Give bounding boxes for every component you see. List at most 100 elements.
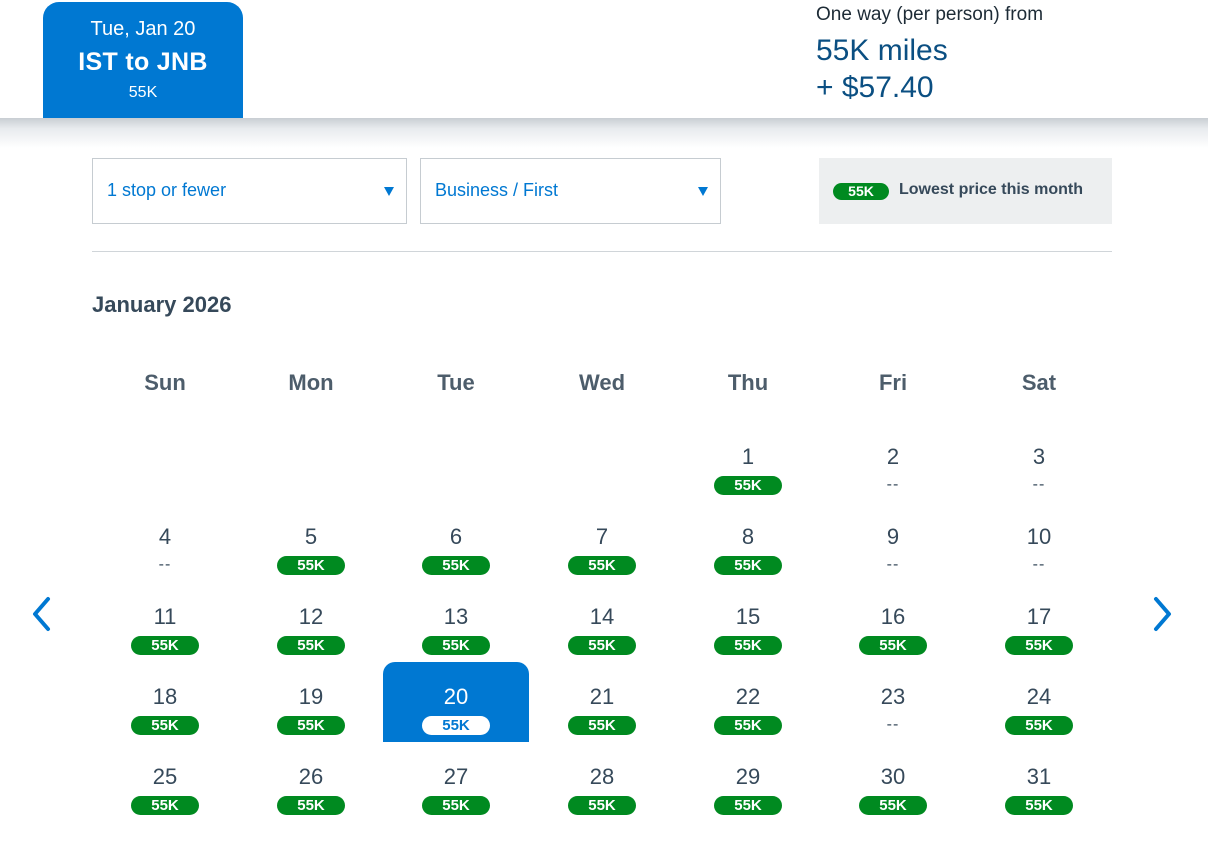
calendar-day-number: 12	[298, 604, 324, 629]
price-pill: 55K	[714, 636, 782, 655]
calendar-day[interactable]: 2 --	[820, 422, 966, 502]
calendar-day[interactable]: 22 55K	[675, 662, 821, 742]
calendar-day[interactable]: 18 55K	[92, 662, 238, 742]
calendar-day-number: 29	[735, 764, 761, 789]
calendar-day[interactable]: 26 55K	[238, 742, 384, 822]
calendar-day-number: 31	[1026, 764, 1052, 789]
calendar-day[interactable]: 31 55K	[966, 742, 1112, 822]
header-shadow	[0, 118, 1208, 148]
calendar-day-price-slot: --	[820, 476, 966, 494]
price-pill: 55K	[277, 556, 345, 575]
legend-text: Lowest price this month	[899, 181, 1084, 198]
calendar-day[interactable]: 7 55K	[529, 502, 675, 582]
calendar-day[interactable]: 5 55K	[238, 502, 384, 582]
calendar-day[interactable]: 16 55K	[820, 582, 966, 662]
calendar-day-number: 14	[589, 604, 615, 629]
calendar-day[interactable]: 28 55K	[529, 742, 675, 822]
calendar-day-price-slot: 55K	[966, 716, 1112, 735]
fare-summary: One way (per person) from 55K miles + $5…	[816, 4, 1196, 108]
selected-date-tab-route: IST to JNB	[78, 48, 208, 76]
calendar-day-price-slot: 55K	[383, 556, 529, 575]
calendar-day[interactable]: 19 55K	[238, 662, 384, 742]
calendar-day-price-slot: 55K	[238, 636, 384, 655]
calendar-day[interactable]: 1 55K	[675, 422, 821, 502]
calendar-day[interactable]: 12 55K	[238, 582, 384, 662]
selected-date-tab-price: 55K	[128, 84, 158, 101]
fare-summary-miles: 55K miles	[816, 34, 948, 67]
price-pill: 55K	[714, 556, 782, 575]
calendar-day-number: 26	[298, 764, 324, 789]
cabin-filter-select[interactable]: Business / First	[420, 158, 721, 224]
calendar-day[interactable]: 24 55K	[966, 662, 1112, 742]
calendar-day-price-slot: 55K	[529, 716, 675, 735]
legend-price-pill: 55K	[833, 183, 889, 200]
calendar-day-price-slot: 55K	[529, 636, 675, 655]
weekday-header: Wed	[578, 370, 626, 395]
calendar-day-price-slot: 55K	[966, 796, 1112, 815]
calendar-day-number: 1	[741, 444, 755, 469]
fare-summary-cash: + $57.40	[816, 71, 934, 104]
calendar-day[interactable]: 25 55K	[92, 742, 238, 822]
calendar-day[interactable]: 11 55K	[92, 582, 238, 662]
no-price-indicator: --	[1032, 556, 1046, 573]
calendar-day-price-slot: 55K	[675, 796, 821, 815]
calendar-day-number: 25	[152, 764, 178, 789]
calendar-day-price-slot: 55K	[383, 796, 529, 815]
calendar-day-number: 3	[1032, 444, 1046, 469]
calendar-day[interactable]: 8 55K	[675, 502, 821, 582]
calendar-day-number: 21	[589, 684, 615, 709]
calendar-day[interactable]: 20 55K	[383, 662, 529, 742]
calendar-day-number: 30	[880, 764, 906, 789]
caret-down-icon	[384, 187, 394, 196]
calendar-day[interactable]: 27 55K	[383, 742, 529, 822]
weekday-header: Thu	[727, 370, 769, 395]
calendar-day-number: 11	[153, 604, 177, 629]
calendar-day-price-slot: 55K	[529, 556, 675, 575]
calendar-day[interactable]: 15 55K	[675, 582, 821, 662]
price-pill: 55K	[131, 796, 199, 815]
calendar-day-price-slot: --	[966, 476, 1112, 494]
previous-month-button[interactable]	[26, 594, 58, 634]
calendar-day-price-slot: --	[820, 556, 966, 574]
calendar-day-number: 10	[1026, 524, 1052, 549]
calendar-day[interactable]: 23 --	[820, 662, 966, 742]
weekday-header: Sun	[144, 370, 186, 395]
calendar-day[interactable]: 21 55K	[529, 662, 675, 742]
calendar-day-price-slot: --	[966, 556, 1112, 574]
price-pill: 55K	[422, 556, 490, 575]
stops-filter-value: 1 stop or fewer	[107, 180, 227, 200]
price-pill: 55K	[714, 476, 782, 495]
calendar-day-price-slot: 55K	[529, 796, 675, 815]
calendar-day-price-slot: 55K	[820, 796, 966, 815]
calendar-day[interactable]: 17 55K	[966, 582, 1112, 662]
divider	[92, 251, 1112, 252]
calendar-day-number: 18	[152, 684, 178, 709]
calendar-day[interactable]: 9 --	[820, 502, 966, 582]
stops-filter-select[interactable]: 1 stop or fewer	[92, 158, 407, 224]
cabin-filter-value: Business / First	[435, 180, 559, 200]
price-pill: 55K	[859, 636, 927, 655]
calendar-day[interactable]: 6 55K	[383, 502, 529, 582]
calendar-day-number: 20	[443, 684, 469, 709]
next-month-button[interactable]	[1146, 594, 1178, 634]
calendar-day[interactable]: 29 55K	[675, 742, 821, 822]
calendar-day[interactable]: 3 --	[966, 422, 1112, 502]
calendar-day-price-slot: 55K	[675, 476, 821, 495]
month-title: January 2026	[92, 292, 232, 317]
selected-date-tab[interactable]: Tue, Jan 20 IST to JNB 55K	[43, 2, 243, 118]
calendar-day-number: 17	[1026, 604, 1052, 629]
price-pill: 55K	[422, 636, 490, 655]
weekday-header: Tue	[437, 370, 475, 395]
calendar-day-number: 27	[443, 764, 469, 789]
calendar-day[interactable]: 13 55K	[383, 582, 529, 662]
calendar-day[interactable]: 14 55K	[529, 582, 675, 662]
lowest-price-legend: 55K Lowest price this month	[819, 158, 1112, 224]
calendar-day[interactable]: 30 55K	[820, 742, 966, 822]
calendar-day-number: 15	[735, 604, 761, 629]
calendar-day-price-slot: --	[820, 716, 966, 734]
calendar-day-number: 19	[298, 684, 324, 709]
chevron-left-icon	[33, 597, 50, 631]
calendar-day[interactable]: 10 --	[966, 502, 1112, 582]
calendar-day-price-slot: 55K	[92, 716, 238, 735]
calendar-day[interactable]: 4 --	[92, 502, 238, 582]
